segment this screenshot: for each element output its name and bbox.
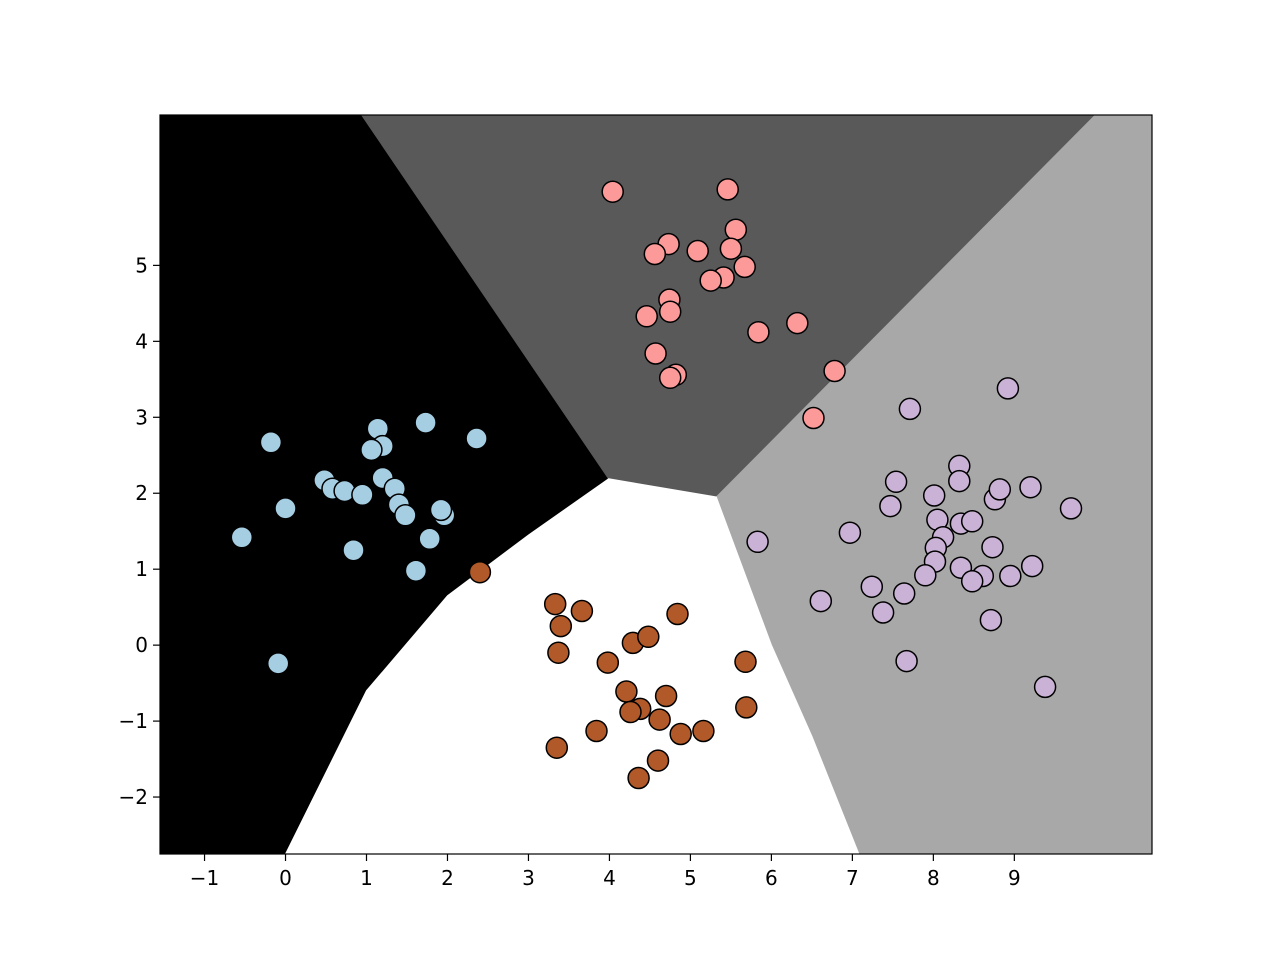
cluster-3-point [988,478,1012,501]
x-tick-label: 5 [684,866,697,890]
cluster-2-point [724,218,748,241]
cluster-3-point [898,397,922,421]
cluster-1-point [351,483,374,507]
x-tick-label: 8 [927,866,940,890]
cluster-4-point [570,599,594,623]
cluster-4-point [549,614,573,638]
x-tick-label: 6 [765,866,778,890]
cluster-1-point [360,438,383,462]
cluster-3-point [860,575,884,598]
x-tick-label: −1 [190,866,219,890]
cluster-1-point [266,652,290,675]
cluster-1-point [259,431,283,454]
cluster-3-point [1020,554,1044,578]
cluster-3-point [948,469,971,493]
cluster-2-point [747,320,770,344]
cluster-3-point [1033,675,1057,699]
cluster-4-point [669,722,692,746]
cluster-3-point [996,377,1020,400]
cluster-2-point [686,239,709,263]
y-tick-label: −1 [119,709,148,733]
cluster-2-point [643,242,667,266]
data-points [230,178,1083,790]
x-tick-label: 1 [360,866,373,890]
cluster-1-point [274,497,297,520]
cluster-2-point [601,180,624,203]
y-tick-label: 2 [135,481,148,505]
x-tick-label: 7 [846,866,859,890]
x-tick-label: 3 [522,866,535,890]
y-tick-label: 3 [135,405,148,429]
cluster-2-point [823,359,846,383]
cluster-3-point [884,470,908,494]
cluster-4-point [468,560,492,584]
cluster-3-point [914,564,937,587]
cluster-1-point [414,411,437,434]
cluster-1-point [418,527,441,551]
cluster-3-point [746,530,769,554]
x-tick-label: 2 [441,866,454,890]
cluster-3-point [979,608,1003,632]
cluster-4-point [648,708,671,731]
cluster-2-point [644,342,667,365]
cluster-2-point [699,269,722,292]
cluster-3-point [809,589,833,613]
cluster-4-point [585,719,608,743]
cluster-3-point [1059,497,1083,520]
x-tick-label: 4 [603,866,616,890]
cluster-4-point [646,749,670,772]
y-tick-label: 0 [135,633,148,657]
cluster-4-point [547,641,570,664]
cluster-3-point [1019,475,1042,499]
cluster-2-point [786,311,809,335]
cluster-3-point [871,601,895,624]
y-tick-label: 4 [135,329,148,353]
cluster-3-point [960,510,984,533]
cluster-3-point [981,535,1004,559]
cluster-2-point [802,406,825,430]
plot-frame [159,114,1153,855]
cluster-2-point [658,300,682,323]
cluster-1-point [230,526,254,549]
cluster-4-point [543,592,567,616]
cluster-4-point [692,719,715,743]
cluster-3-point [838,521,862,544]
cluster-4-point [619,700,642,724]
x-tick-label: 9 [1008,866,1021,890]
cluster-4-point [735,696,758,719]
cluster-2-point [719,237,743,260]
cluster-4-point [627,766,650,790]
cluster-4-point [666,602,689,626]
x-axis: −1 0 1 2 3 4 5 6 7 8 9 [190,854,1021,890]
cluster-2-point [658,366,682,390]
cluster-1-point [404,559,428,582]
cluster-1-point [394,504,417,527]
cluster-2-point [716,178,739,201]
cluster-1-point [465,427,488,450]
cluster-4-point [545,736,569,759]
cluster-2-point [635,305,658,328]
cluster-1-point [429,498,453,522]
cluster-4-point [654,684,678,708]
y-axis: −2 −1 0 1 2 3 4 5 [119,253,160,809]
x-tick-label: 0 [279,866,292,890]
cluster-3-point [922,484,946,507]
cluster-4-point [637,625,660,649]
y-tick-label: 5 [135,253,148,277]
y-tick-label: 1 [135,557,148,581]
cluster-4-point [615,680,638,703]
cluster-2-point [733,255,756,279]
y-tick-label: −2 [119,785,148,809]
cluster-4-point [596,651,620,674]
cluster-3-point [999,564,1022,588]
cluster-3-point [892,582,916,605]
cluster-1-point [342,538,365,562]
cluster-3-point [960,570,984,593]
cluster-4-point [734,650,757,674]
cluster-3-point [879,494,902,518]
cluster-3-point [895,649,918,673]
